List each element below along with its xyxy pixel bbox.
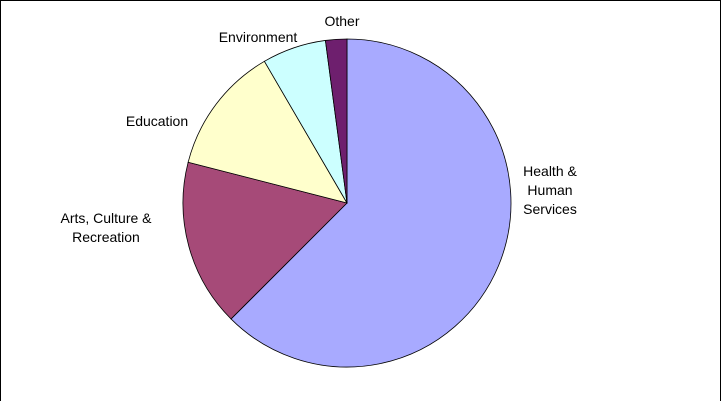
slice-label-health-human-services: Health & Human Services bbox=[523, 163, 577, 217]
pie-slice-health-human-services bbox=[230, 38, 512, 368]
pie-slice-arts-culture-recreation bbox=[182, 161, 348, 320]
slice-label-other: Other bbox=[324, 13, 359, 29]
slice-label-environment: Environment bbox=[219, 29, 298, 45]
pie-slice-education bbox=[187, 60, 348, 204]
pie-slice-other bbox=[324, 38, 348, 204]
slice-label-education: Education bbox=[126, 113, 188, 129]
slice-label-arts-culture-recreation: Arts, Culture & Recreation bbox=[60, 210, 152, 245]
